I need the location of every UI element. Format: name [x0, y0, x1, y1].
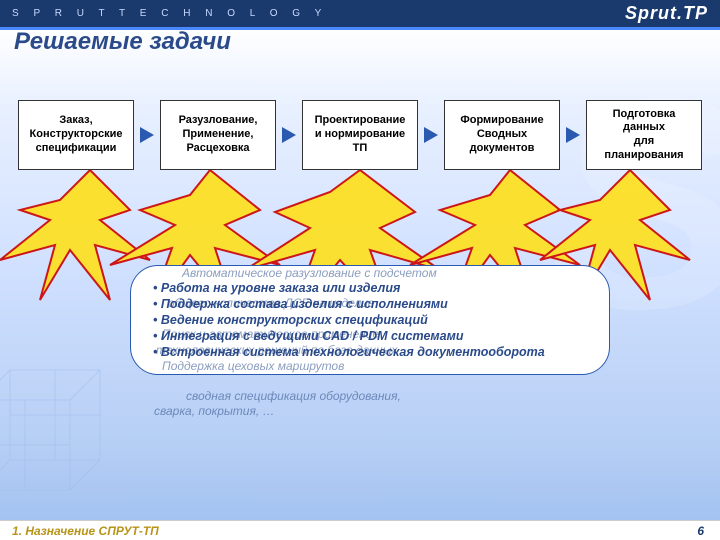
- flow-row: Заказ,Конструкторскиеспецификации Разузл…: [0, 100, 720, 170]
- page-number: 6: [697, 524, 720, 538]
- footer-section: 1. Назначение СПРУТ-ТП: [0, 524, 159, 538]
- bullets-list: Работа на уровне заказа или изделия Подд…: [153, 280, 587, 360]
- bullet-item: Работа на уровне заказа или изделия: [153, 280, 587, 296]
- bullets-bubble: Работа на уровне заказа или изделия Подд…: [130, 265, 610, 375]
- arrow-icon: [140, 127, 154, 143]
- bullet-item: Встроенная система технологическая докум…: [153, 344, 587, 360]
- ghost-line: сварка, покрытия, …: [154, 404, 610, 419]
- bullet-item: Интеграция с ведущими CAD / PDM системам…: [153, 328, 587, 344]
- brand-spaced: S P R U T T E C H N O L O G Y: [12, 8, 327, 19]
- bullets-wrap: Работа на уровне заказа или изделия Подд…: [130, 265, 610, 375]
- header-bar: S P R U T T E C H N O L O G Y Sprut.TP: [0, 0, 720, 27]
- bullet-item: Ведение конструкторских спецификаций: [153, 312, 587, 328]
- arrow-icon: [424, 127, 438, 143]
- brand-logo: Sprut.TP: [625, 3, 708, 24]
- flow-box-5: Подготовкаданныхдляпланирования: [586, 100, 702, 170]
- flow-box-2: Разузлование,Применение,Расцеховка: [160, 100, 276, 170]
- arrow-icon: [566, 127, 580, 143]
- ghost-line: сводная спецификация оборудования,: [186, 389, 610, 404]
- arrow-icon: [282, 127, 296, 143]
- bullet-item: Поддержка состава изделия с исполнениями: [153, 296, 587, 312]
- footer-bar: 1. Назначение СПРУТ-ТП 6: [0, 520, 720, 540]
- flow-box-1: Заказ,Конструкторскиеспецификации: [18, 100, 134, 170]
- slide: S S P R U T T E C H N O L O G Y Sprut.TP…: [0, 0, 720, 540]
- flow-box-4: ФормированиеСводныхдокументов: [444, 100, 560, 170]
- cube-decoration-icon: [0, 350, 130, 510]
- page-title: Решаемые задачи: [14, 28, 231, 56]
- flow-box-3: Проектированиеи нормированиеТП: [302, 100, 418, 170]
